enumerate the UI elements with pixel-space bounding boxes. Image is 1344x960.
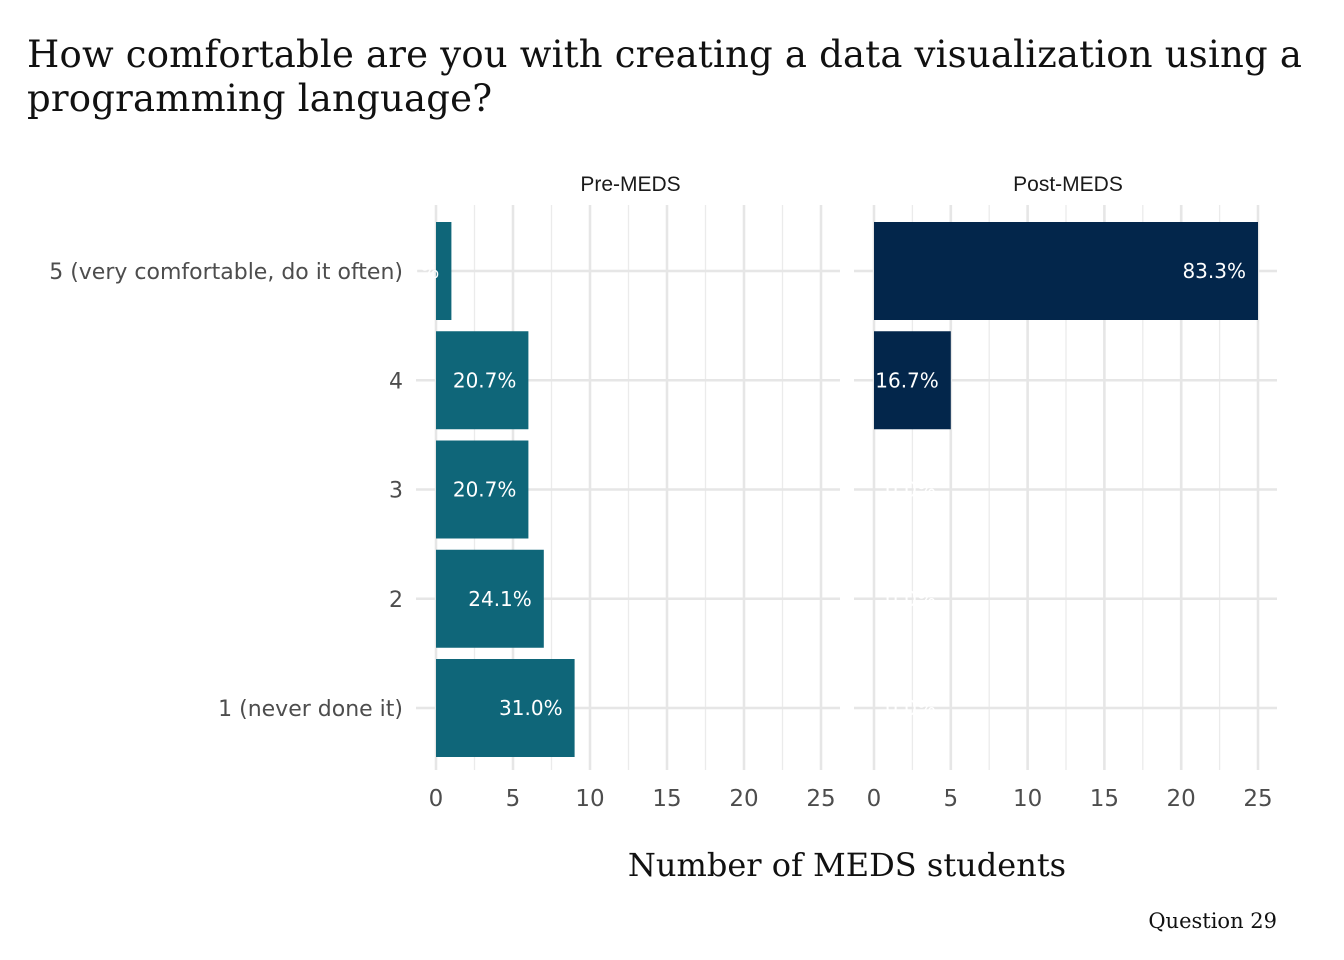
- bar-post-meds: [874, 331, 951, 430]
- x-tick-label: 0: [867, 786, 882, 812]
- bar-value-label: 3.4%: [389, 259, 440, 283]
- x-tick-label: 5: [506, 786, 521, 812]
- x-tick-label: 15: [1090, 786, 1119, 812]
- x-tick-label: 25: [806, 786, 835, 812]
- axis-layer: Pre-MEDS 0 5 10 15 20 25 Post-MEDS 0 5 10 15 20 25 5 (…: [49, 173, 1272, 812]
- x-tick-label: 0: [429, 786, 444, 812]
- x-axis-title: Number of MEDS students: [628, 846, 1066, 884]
- x-tick-label: 10: [575, 786, 604, 812]
- bar-value-label: 0.0%: [885, 587, 936, 611]
- bar-pre-meds: [436, 331, 529, 430]
- x-tick-label: 20: [1167, 786, 1196, 812]
- caption: Question 29: [1148, 909, 1277, 933]
- bar-value-label: 31.0%: [499, 696, 563, 720]
- x-tick-label: 10: [1013, 786, 1042, 812]
- x-tick-label: 5: [943, 786, 958, 812]
- y-tick-label: 4: [389, 369, 403, 394]
- bar-pre-meds: [436, 659, 575, 757]
- bar-pre-meds: [436, 222, 452, 320]
- bar-value-label: 16.7%: [875, 368, 939, 392]
- bar-value-label: 0.0%: [885, 478, 936, 502]
- x-tick-label: 25: [1243, 786, 1272, 812]
- bar-post-meds: [874, 222, 1258, 320]
- chart-title: How comfortable are you with creating a …: [27, 33, 1303, 120]
- x-tick-label: 20: [729, 786, 758, 812]
- y-tick-label: 1 (never done it): [218, 697, 403, 722]
- bar-pre-meds: [436, 440, 529, 539]
- y-tick-label: 3: [389, 479, 403, 504]
- bar-value-label: 24.1%: [468, 587, 532, 611]
- bar-layer: [436, 222, 1258, 757]
- bar-value-label: 83.3%: [1182, 259, 1246, 283]
- y-tick-label: 2: [389, 588, 403, 613]
- bar-value-label: 20.7%: [453, 478, 517, 502]
- label-layer: 3.4% 20.7% 20.7% 24.1% 31.0% 83.3% 16.7% 0.0% 0.…: [389, 259, 1246, 720]
- bar-value-label: 0.0%: [885, 696, 936, 720]
- panel-title-pre-meds: Pre-MEDS: [580, 173, 680, 196]
- panel-title-post-meds: Post-MEDS: [1013, 173, 1123, 196]
- y-tick-label: 5 (very comfortable, do it often): [49, 260, 403, 285]
- bar-value-label: 20.7%: [453, 368, 517, 392]
- x-tick-label: 15: [652, 786, 681, 812]
- bar-pre-meds: [436, 549, 544, 648]
